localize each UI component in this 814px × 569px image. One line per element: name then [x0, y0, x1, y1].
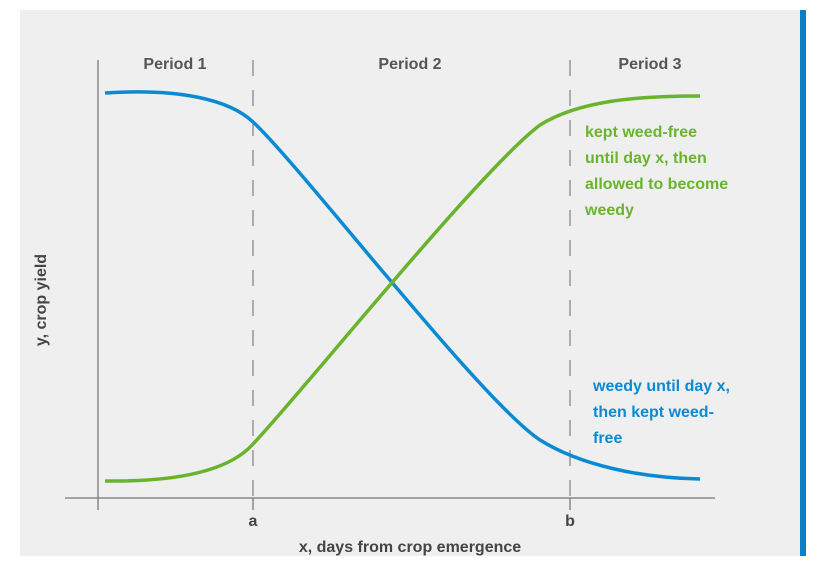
curve-label-line: then kept weed- — [593, 404, 714, 421]
background — [20, 10, 800, 556]
curve-label-line: kept weed-free — [585, 124, 697, 141]
curve-label-line: allowed to become — [585, 176, 728, 193]
curve-labels: kept weed-free until day x, then allowed t… — [584, 124, 730, 447]
x-axis-label: x, days from crop emergence — [299, 539, 521, 556]
curve-label-line: free — [593, 430, 622, 447]
period-label: Period 2 — [378, 56, 441, 73]
side-bar — [800, 10, 806, 556]
x-mark: b — [565, 513, 575, 530]
green-curve — [104, 94, 701, 483]
period-label: Period 1 — [143, 56, 206, 73]
curve-label-line: weedy — [584, 202, 634, 219]
y-axis-label: y, crop yield — [33, 254, 50, 346]
curve-label-line: weedy until day x, — [592, 378, 730, 395]
period-label: Period 3 — [618, 56, 681, 73]
x-mark: a — [249, 513, 258, 530]
curve-label-line: until day x, then — [585, 150, 707, 167]
